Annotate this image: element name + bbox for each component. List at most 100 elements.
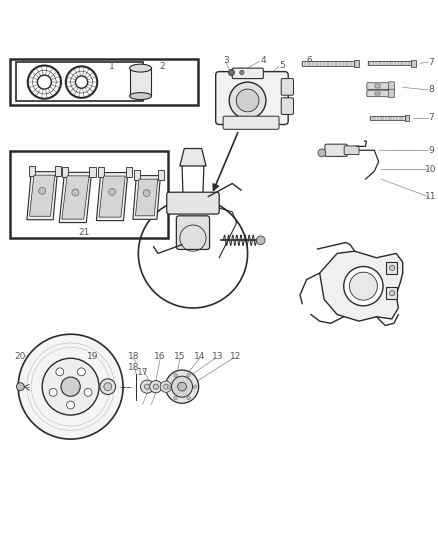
FancyBboxPatch shape [281, 98, 293, 115]
Circle shape [165, 370, 198, 403]
Circle shape [84, 389, 92, 396]
Text: 7: 7 [427, 58, 433, 67]
Ellipse shape [129, 64, 151, 72]
Bar [369, 116, 404, 120]
Circle shape [108, 188, 115, 195]
Bar [367, 61, 410, 66]
Circle shape [239, 70, 244, 75]
Bar [10, 151, 167, 238]
Bar [385, 287, 396, 299]
Text: 6: 6 [305, 56, 311, 64]
Text: 18: 18 [128, 364, 139, 373]
Circle shape [229, 70, 233, 75]
Circle shape [163, 384, 168, 389]
Polygon shape [135, 179, 157, 216]
Circle shape [143, 190, 150, 197]
Circle shape [42, 358, 99, 415]
Circle shape [160, 381, 171, 392]
Circle shape [177, 382, 186, 391]
Circle shape [16, 383, 24, 391]
Bar [404, 115, 408, 121]
FancyBboxPatch shape [166, 192, 219, 214]
Bar [62, 167, 68, 177]
FancyBboxPatch shape [343, 146, 358, 155]
Text: 8: 8 [427, 85, 433, 94]
Circle shape [100, 379, 115, 394]
Polygon shape [133, 175, 160, 219]
Circle shape [343, 266, 382, 306]
Text: 15: 15 [174, 352, 185, 361]
Bar [15, 62, 142, 101]
Text: 12: 12 [229, 352, 240, 361]
Circle shape [173, 396, 177, 400]
Text: 16: 16 [154, 352, 166, 361]
FancyBboxPatch shape [324, 144, 346, 156]
Circle shape [153, 384, 158, 389]
Bar [134, 171, 140, 180]
Circle shape [228, 69, 234, 76]
FancyBboxPatch shape [387, 89, 394, 98]
Bar [385, 262, 396, 274]
Bar [28, 166, 35, 176]
Circle shape [229, 82, 265, 119]
Text: 21: 21 [78, 228, 89, 237]
Text: 13: 13 [212, 352, 223, 361]
Bar [98, 167, 104, 177]
Circle shape [193, 385, 196, 389]
Circle shape [56, 368, 64, 376]
Circle shape [18, 334, 123, 439]
FancyBboxPatch shape [215, 71, 288, 125]
Circle shape [389, 265, 394, 270]
Circle shape [256, 236, 265, 245]
Circle shape [103, 383, 111, 391]
Bar [410, 60, 415, 67]
Bar [55, 166, 61, 176]
Text: 9: 9 [427, 146, 433, 155]
Text: 17: 17 [137, 368, 148, 377]
FancyBboxPatch shape [366, 83, 389, 90]
Bar [10, 59, 198, 105]
Circle shape [39, 188, 46, 195]
Text: 4: 4 [260, 56, 266, 64]
Polygon shape [29, 175, 55, 216]
Bar [353, 60, 358, 67]
Circle shape [49, 389, 57, 396]
Circle shape [72, 189, 79, 196]
Circle shape [144, 384, 149, 389]
Circle shape [149, 381, 162, 393]
FancyBboxPatch shape [176, 216, 209, 249]
Polygon shape [27, 172, 57, 220]
Text: 7: 7 [427, 114, 433, 123]
Circle shape [349, 272, 377, 300]
FancyBboxPatch shape [366, 90, 389, 96]
FancyBboxPatch shape [387, 82, 394, 90]
Text: 3: 3 [223, 56, 228, 64]
FancyBboxPatch shape [223, 116, 279, 130]
FancyBboxPatch shape [281, 78, 293, 95]
Circle shape [389, 290, 394, 296]
Circle shape [77, 368, 85, 376]
Polygon shape [62, 176, 89, 219]
Circle shape [236, 89, 258, 112]
Polygon shape [59, 172, 92, 223]
Polygon shape [96, 173, 127, 221]
Bar [374, 84, 379, 88]
Text: 14: 14 [194, 352, 205, 361]
Ellipse shape [129, 93, 151, 100]
Circle shape [167, 385, 170, 389]
Text: 20: 20 [14, 352, 26, 361]
Circle shape [187, 374, 190, 377]
Bar [374, 92, 379, 95]
Bar [301, 61, 353, 66]
Circle shape [67, 401, 74, 409]
Bar [158, 171, 164, 180]
Text: 19: 19 [87, 352, 98, 361]
Text: 10: 10 [424, 165, 436, 174]
Bar [129, 68, 151, 96]
FancyBboxPatch shape [232, 68, 263, 78]
Text: 5: 5 [279, 61, 285, 70]
Circle shape [61, 377, 80, 396]
Circle shape [187, 396, 190, 400]
Bar [125, 167, 131, 177]
Circle shape [171, 376, 192, 397]
